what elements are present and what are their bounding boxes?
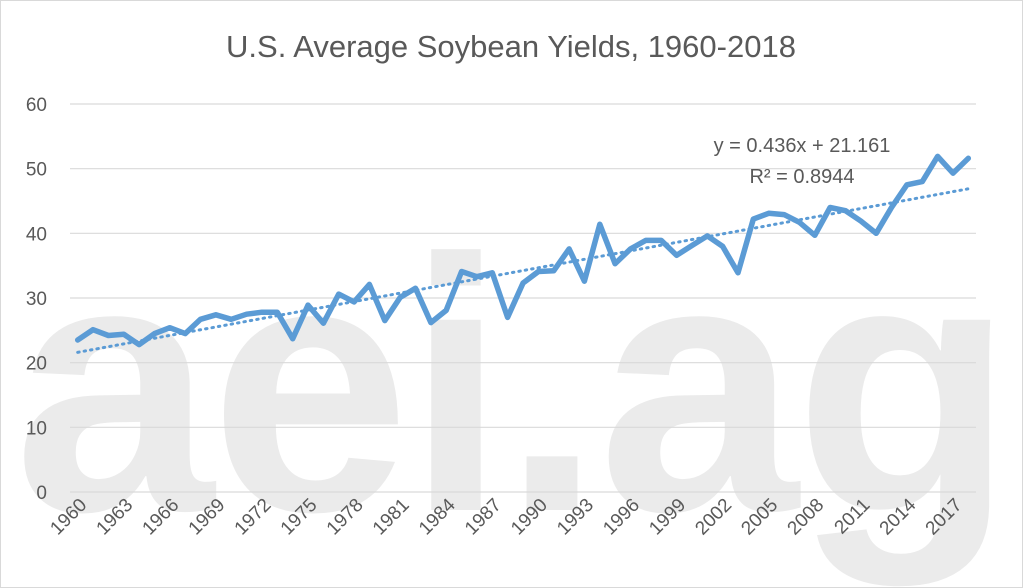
y-tick-label: 10 bbox=[26, 418, 47, 439]
y-tick-label: 40 bbox=[26, 224, 47, 245]
trendline-r-squared: R² = 0.8944 bbox=[749, 166, 854, 188]
chart-title: U.S. Average Soybean Yields, 1960-2018 bbox=[226, 29, 796, 64]
series-group bbox=[74, 153, 972, 354]
y-tick-label: 50 bbox=[26, 160, 47, 181]
yield-series-line bbox=[74, 153, 972, 348]
y-tick-label: 0 bbox=[36, 483, 47, 504]
y-tick-label: 60 bbox=[26, 95, 47, 116]
trendline-equation: y = 0.436x + 21.161 bbox=[714, 135, 891, 157]
y-tick-label: 30 bbox=[26, 289, 47, 310]
y-tick-label: 20 bbox=[26, 354, 47, 375]
y-axis-ticks: 0 10 20 30 40 50 60 bbox=[26, 95, 47, 504]
gridlines bbox=[70, 103, 976, 493]
trendline bbox=[76, 187, 970, 354]
watermark: aei.ag bbox=[14, 185, 1011, 588]
